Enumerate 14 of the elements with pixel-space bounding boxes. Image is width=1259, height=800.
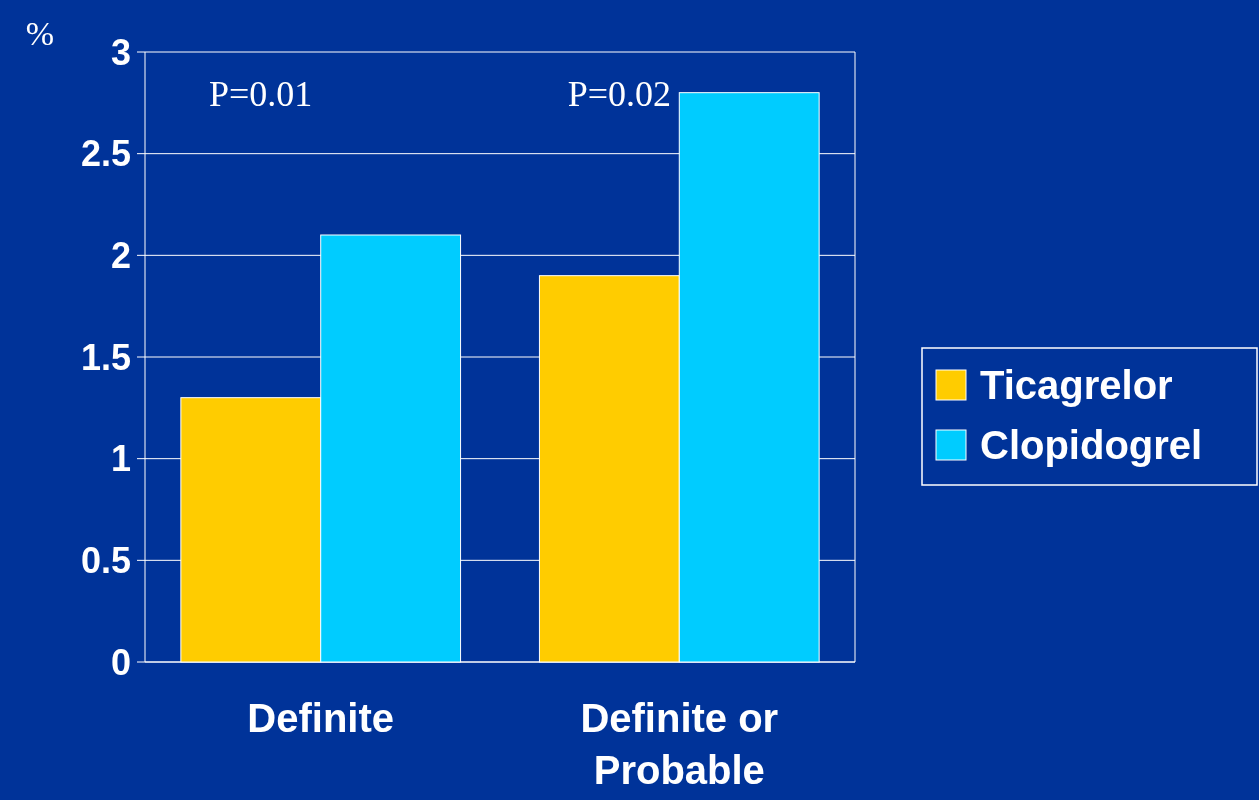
legend-label: Clopidogrel (980, 423, 1203, 467)
y-axis-title: % (25, 15, 55, 52)
y-tick-label: 0 (110, 641, 131, 683)
y-tick-label: 3 (110, 31, 131, 73)
y-tick-label: 0.5 (80, 539, 131, 581)
annotation: P=0.02 (567, 74, 671, 114)
x-tick-label: Definite or Probable (580, 696, 779, 792)
y-tick-label: 2 (110, 234, 131, 276)
x-tick-label: Definite (247, 696, 395, 740)
y-tick-label: 2.5 (80, 133, 131, 175)
y-tick-label: 1.5 (80, 336, 131, 378)
y-tick-label: 1 (110, 438, 131, 480)
legend-label: Ticagrelor (980, 363, 1173, 407)
annotation: P=0.01 (209, 74, 313, 114)
